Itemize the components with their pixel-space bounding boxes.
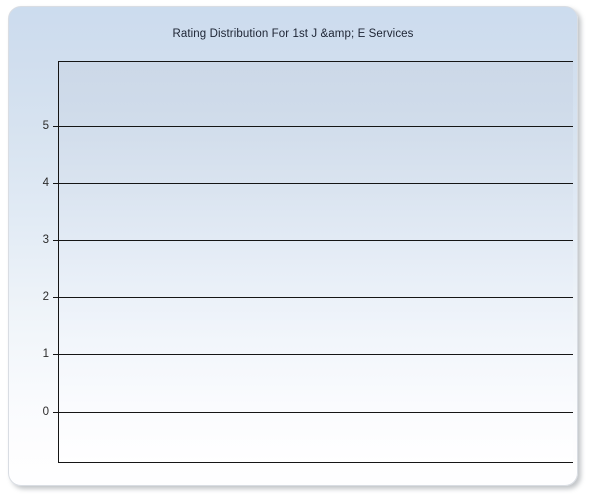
gridline [58,354,573,355]
chart-panel: Rating Distribution For 1st J &amp; E Se… [8,6,578,486]
plot-area: 5 4 3 2 1 0 [43,61,573,463]
y-tick-label: 4 [42,177,49,189]
tick-mark [53,126,58,127]
y-tick-label: 5 [42,120,49,132]
plot-top-border [58,61,573,62]
gridline [58,412,573,413]
gridline [58,183,573,184]
tick-mark [53,183,58,184]
tick-mark [53,297,58,298]
tick-mark [53,240,58,241]
chart-title: Rating Distribution For 1st J &amp; E Se… [172,28,414,40]
gridline [58,126,573,127]
gridline [58,240,573,241]
y-tick-label: 1 [42,348,49,360]
y-tick-label: 0 [42,406,49,418]
x-axis-line [58,462,573,463]
y-tick-label: 2 [42,291,49,303]
y-axis-line [58,61,59,463]
y-tick-label: 3 [42,234,49,246]
tick-mark [53,412,58,413]
plot-background [58,61,573,463]
tick-mark [53,354,58,355]
gridline [58,297,573,298]
